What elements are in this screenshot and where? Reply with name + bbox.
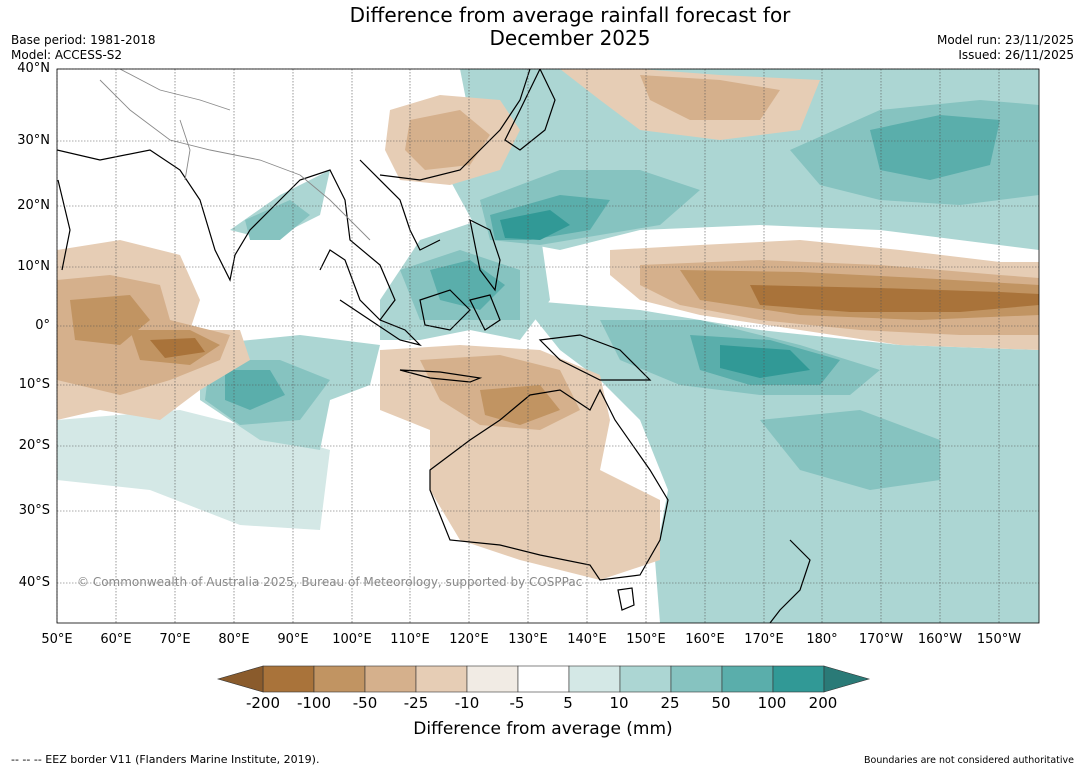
colorbar-swatch: [670, 665, 723, 693]
colorbar-swatch: [568, 665, 621, 693]
colorbar-swatch: [415, 665, 468, 693]
colorbar-tick: 25: [660, 694, 680, 712]
colorbar-tick: -100: [296, 694, 332, 712]
colorbar-over-arrow: [823, 665, 871, 693]
colorbar-tick: -5: [509, 694, 525, 712]
colorbar-swatch: [772, 665, 825, 693]
colorbar-tick: 200: [808, 694, 838, 712]
colorbar-label: Difference from average (mm): [413, 719, 673, 739]
colorbar-tick: -50: [352, 694, 378, 712]
colorbar-tick: 50: [711, 694, 731, 712]
colorbar-swatch: [517, 665, 570, 693]
lon-label-140e: 140°E: [567, 632, 607, 647]
colorbar-swatch: [619, 665, 672, 693]
boundaries-note: Boundaries are not considered authoritat…: [864, 755, 1074, 766]
lat-label-40s: 40°S: [18, 575, 50, 590]
lat-label-20s: 20°S: [18, 438, 50, 453]
map-frame: [56, 68, 1040, 624]
lon-label-100e: 100°E: [332, 632, 372, 647]
lon-label-50e: 50°E: [41, 632, 73, 647]
lon-label-150w: 150°W: [976, 632, 1022, 647]
colorbar-tick: -200: [245, 694, 281, 712]
lon-label-80e: 80°E: [218, 632, 250, 647]
lat-label-10s: 10°S: [18, 377, 50, 392]
issued-date: Issued: 26/11/2025: [958, 48, 1074, 62]
lat-label-0: 0°: [35, 318, 50, 333]
colorbar-swatch: [466, 665, 519, 693]
colorbar-swatch: [313, 665, 366, 693]
colorbar-tick: -10: [454, 694, 480, 712]
model-name: Model: ACCESS-S2: [11, 48, 123, 62]
lon-label-180: 180°: [806, 632, 838, 647]
lon-label-90e: 90°E: [277, 632, 309, 647]
base-period: Base period: 1981-2018: [11, 33, 156, 47]
lon-label-170e: 170°E: [744, 632, 784, 647]
lat-label-30n: 30°N: [17, 133, 50, 148]
country-borders: [99, 69, 371, 241]
lon-label-110e: 110°E: [390, 632, 430, 647]
lon-label-70e: 70°E: [159, 632, 191, 647]
copyright-notice: © Commonwealth of Australia 2025, Bureau…: [77, 575, 583, 589]
anomaly-field: [57, 69, 1039, 623]
eez-note: -- -- -- EEZ border V11 (Flanders Marine…: [11, 753, 320, 766]
colorbar-swatch: [364, 665, 417, 693]
lon-label-160w: 160°W: [917, 632, 963, 647]
model-run: Model run: 23/11/2025: [936, 33, 1074, 47]
lat-label-40n: 40°N: [17, 61, 50, 76]
lon-label-130e: 130°E: [508, 632, 548, 647]
lon-label-170w: 170°W: [858, 632, 904, 647]
colorbar-swatch: [721, 665, 774, 693]
colorbar-tick: 5: [563, 694, 573, 712]
lat-label-20n: 20°N: [17, 198, 50, 213]
lon-label-160e: 160°E: [685, 632, 725, 647]
lon-label-150e: 150°E: [626, 632, 666, 647]
colorbar-tick: 100: [757, 694, 787, 712]
colorbar: [216, 665, 871, 693]
colorbar-tick: 10: [609, 694, 629, 712]
colorbar-tick: -25: [403, 694, 429, 712]
map-title-line2: December 2025: [489, 26, 651, 50]
map-title: Difference from average rainfall forecas…: [0, 4, 1085, 50]
coastlines: [57, 69, 811, 623]
colorbar-swatch: [262, 665, 315, 693]
map-title-line1: Difference from average rainfall forecas…: [349, 3, 791, 27]
colorbar-under-arrow: [216, 665, 264, 693]
lon-label-60e: 60°E: [100, 632, 132, 647]
lon-label-120e: 120°E: [449, 632, 489, 647]
lat-label-30s: 30°S: [18, 503, 50, 518]
lat-label-10n: 10°N: [17, 259, 50, 274]
